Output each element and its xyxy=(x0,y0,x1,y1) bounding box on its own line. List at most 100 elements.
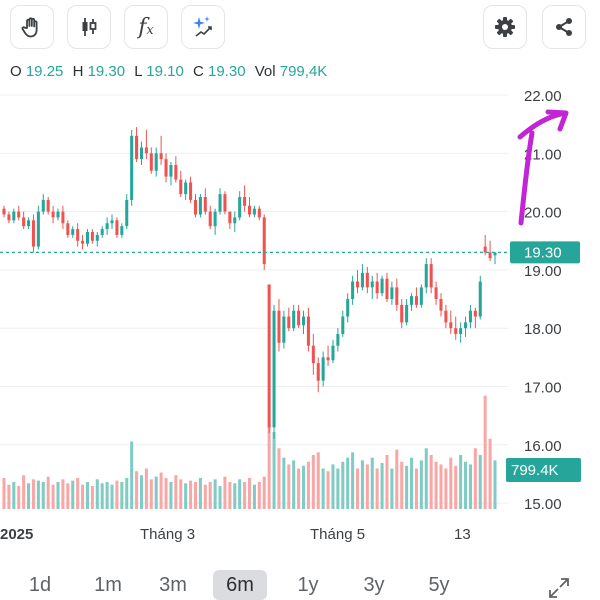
sparkle-icon xyxy=(193,16,212,37)
range-1d[interactable]: 1d xyxy=(28,573,52,596)
expand-icon[interactable] xyxy=(547,576,571,600)
close-value: 19.30 xyxy=(208,63,246,80)
candle-body xyxy=(85,232,89,244)
candle-body xyxy=(297,310,301,326)
range-3m[interactable]: 3m xyxy=(159,573,187,596)
candle-body xyxy=(198,197,202,215)
volume-bar xyxy=(355,468,360,509)
candle-body xyxy=(395,287,399,305)
volume-bar xyxy=(7,484,11,509)
volume-bar xyxy=(464,461,468,509)
candle-body xyxy=(90,232,94,241)
volume-bar xyxy=(449,457,453,509)
volume-bar xyxy=(365,464,369,509)
volume-bar xyxy=(149,479,153,509)
candle-body xyxy=(454,328,458,335)
time-tick-label: 13 xyxy=(454,526,471,543)
volume-bar xyxy=(272,432,276,509)
candle-body xyxy=(429,264,433,288)
time-tick-label: Tháng 3 xyxy=(140,526,195,543)
indicators-button[interactable]: fx xyxy=(124,5,168,49)
candle-body xyxy=(100,229,104,235)
candle-body xyxy=(282,316,286,343)
volume-bar xyxy=(238,479,242,509)
volume-bar xyxy=(154,476,158,509)
volume-bar xyxy=(85,482,89,509)
volume-bar xyxy=(434,461,438,509)
range-6m[interactable]: 6m xyxy=(213,570,267,600)
volume-bar xyxy=(144,468,148,509)
price-tick-label: 16.00 xyxy=(524,438,562,455)
volume-bar xyxy=(292,460,296,509)
candle-body xyxy=(36,211,40,247)
volume-bar xyxy=(311,455,315,509)
range-5y[interactable]: 5y xyxy=(428,573,450,596)
low-value: 19.10 xyxy=(146,63,184,80)
range-3y[interactable]: 3y xyxy=(363,573,385,596)
candle-body xyxy=(375,281,379,294)
range-1y[interactable]: 1y xyxy=(297,573,319,596)
volume-bar xyxy=(36,480,40,509)
candle-body xyxy=(341,316,345,335)
candle-body xyxy=(164,159,168,177)
candle-body xyxy=(174,164,178,180)
candle-body xyxy=(459,328,463,335)
volume-bar xyxy=(301,465,306,509)
candle-body xyxy=(434,287,438,300)
chart-type-button[interactable] xyxy=(67,5,111,49)
candle-body xyxy=(238,197,242,218)
volume-bar xyxy=(351,452,355,509)
volume-bar xyxy=(282,457,286,509)
price-chart[interactable]: 22.00 21.00 20.00 19.00 18.00 17.00 16.00 15.00… xyxy=(0,85,600,550)
volume-bar xyxy=(105,482,109,509)
candle-body xyxy=(488,252,492,259)
candle-body xyxy=(267,284,271,428)
volume-bar xyxy=(159,472,163,509)
open-label: O xyxy=(10,63,22,80)
volume-bar xyxy=(120,482,124,509)
volume-bar xyxy=(95,479,99,509)
candle-body xyxy=(17,211,21,218)
candle-body xyxy=(154,153,158,171)
volume-bar xyxy=(2,477,6,509)
volume-bar xyxy=(483,395,487,509)
candle-body xyxy=(336,334,340,346)
settings-button[interactable] xyxy=(483,5,527,49)
volume-bar xyxy=(203,484,207,509)
candle-body xyxy=(380,278,384,294)
volume-value: 799,4K xyxy=(279,63,328,80)
volume-bar xyxy=(390,468,394,509)
candle-body xyxy=(76,229,80,241)
hand-tool-button[interactable] xyxy=(10,5,54,49)
volume-bar xyxy=(444,468,448,509)
volume-bar xyxy=(297,468,301,509)
volume-bar xyxy=(405,465,409,509)
volume-bar xyxy=(360,460,364,509)
volume-bar xyxy=(61,479,65,509)
candle-body xyxy=(12,211,16,221)
volume-bar xyxy=(336,468,340,509)
candle-body xyxy=(390,287,394,300)
range-1m[interactable]: 1m xyxy=(94,573,122,596)
volume-bar xyxy=(164,477,168,509)
candle-body xyxy=(144,147,148,154)
candle-body xyxy=(355,281,360,288)
candle-body xyxy=(184,182,188,195)
candle-body xyxy=(419,287,423,305)
candle-body xyxy=(105,223,109,230)
volume-bar xyxy=(125,477,129,509)
hand-icon xyxy=(21,17,38,38)
share-button[interactable] xyxy=(542,5,586,49)
ai-tools-button[interactable] xyxy=(181,5,225,49)
volume-bar xyxy=(262,476,266,509)
candle-body xyxy=(41,199,45,212)
volume-bar xyxy=(478,455,482,509)
candle-body xyxy=(159,153,163,160)
volume-bar xyxy=(208,482,212,509)
candle-body xyxy=(331,345,335,361)
volume-bar xyxy=(174,475,178,509)
candle-body xyxy=(385,278,389,300)
candle-body xyxy=(449,322,453,329)
volume-bar xyxy=(341,461,345,509)
candle-body xyxy=(292,310,296,329)
